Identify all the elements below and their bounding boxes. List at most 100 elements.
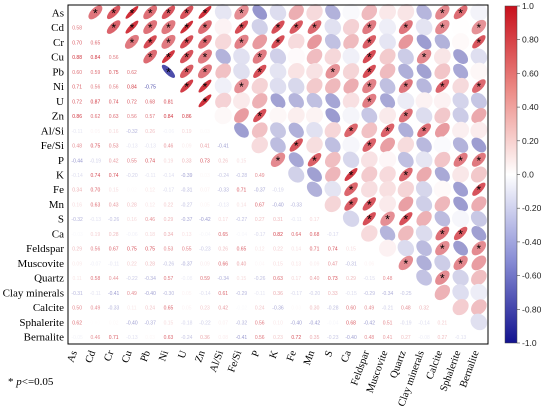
significance-star: * bbox=[458, 257, 463, 271]
correlation-value: 0.42 bbox=[109, 158, 119, 164]
column-label: U bbox=[177, 349, 190, 360]
row-label: Zn bbox=[52, 111, 65, 123]
correlation-value: -0.21 bbox=[382, 306, 394, 312]
correlation-value: 0.02 bbox=[127, 188, 137, 194]
correlation-value: 0.67 bbox=[109, 247, 119, 253]
correlation-value: 0.88 bbox=[72, 55, 82, 61]
correlation-value: -0.13 bbox=[218, 202, 230, 208]
correlation-value: 0.68 bbox=[346, 320, 356, 326]
correlation-value: -0.24 bbox=[181, 335, 193, 341]
correlation-value: 0.12 bbox=[145, 188, 155, 194]
significance-star: * bbox=[111, 21, 116, 35]
correlation-value: 0.08 bbox=[218, 335, 228, 341]
correlation-value: 0.71 bbox=[109, 335, 119, 341]
significance-star: * bbox=[184, 65, 189, 79]
colorbar-tick-label: -0.80 bbox=[522, 304, 542, 314]
correlation-value: 0.06 bbox=[364, 261, 374, 267]
correlation-value: 0.41 bbox=[200, 144, 210, 150]
significance-star: * bbox=[166, 51, 171, 65]
correlation-value: 0.49 bbox=[127, 291, 137, 297]
correlation-value: 0.84 bbox=[164, 114, 174, 120]
correlation-value: 0.49 bbox=[255, 173, 265, 179]
correlation-value: -0.22 bbox=[126, 276, 138, 282]
colorbar-tick-label: 1.0 bbox=[522, 1, 534, 11]
column-label: Fe bbox=[285, 349, 299, 363]
significance-star: * bbox=[385, 213, 390, 227]
correlation-value: -0.22 bbox=[199, 320, 211, 326]
row-labels: AsCdCrCuPbNiUZnAl/SiFe/SiPKFeMnSCaFeldsp… bbox=[3, 7, 65, 343]
correlation-value: -0.05 bbox=[71, 335, 83, 341]
correlation-value: 0.64 bbox=[291, 232, 301, 238]
correlation-value: 0.62 bbox=[127, 70, 137, 76]
correlation-value: -0.40 bbox=[345, 335, 357, 341]
correlation-value: -0.34 bbox=[218, 276, 230, 282]
significance-star: * bbox=[166, 6, 171, 20]
correlation-value: 0.62 bbox=[72, 320, 82, 326]
correlation-value: -0.11 bbox=[291, 217, 302, 223]
row-label: Muscovite bbox=[18, 258, 65, 270]
correlation-value: 0.74 bbox=[109, 99, 119, 105]
correlation-value: 0.75 bbox=[91, 144, 101, 150]
colorbar bbox=[505, 6, 517, 343]
correlation-value: 0.63 bbox=[109, 114, 119, 120]
significance-star: * bbox=[367, 95, 372, 109]
correlation-value: -0.37 bbox=[254, 188, 266, 194]
correlation-value: 0.57 bbox=[164, 276, 174, 282]
significance-star: * bbox=[312, 21, 317, 35]
correlation-value: 0.15 bbox=[109, 188, 119, 194]
correlation-value: 0.62 bbox=[91, 114, 101, 120]
row-label: Calcite bbox=[33, 302, 64, 314]
correlation-value: -0.29 bbox=[236, 291, 248, 297]
significance-star: * bbox=[403, 110, 408, 124]
correlation-value: 0.10 bbox=[273, 320, 283, 326]
significance-star: * bbox=[203, 36, 208, 50]
correlation-value: 0.48 bbox=[364, 335, 374, 341]
significance-star: * bbox=[148, 51, 153, 65]
significance-star: * bbox=[257, 110, 262, 124]
correlation-value: 0.19 bbox=[182, 129, 192, 135]
correlation-value: 0.65 bbox=[164, 306, 174, 312]
correlation-value: -0.19 bbox=[400, 320, 412, 326]
significance-star: * bbox=[239, 6, 244, 20]
row-label: Al/Si bbox=[41, 125, 64, 137]
correlation-value: -0.23 bbox=[199, 247, 211, 253]
correlation-value: 0.72 bbox=[291, 335, 301, 341]
significance-star: * bbox=[440, 227, 445, 241]
colorbar-tick-label: 0.80 bbox=[522, 35, 539, 45]
correlation-value: 0.74 bbox=[145, 158, 155, 164]
significance-star: * bbox=[349, 198, 354, 212]
correlation-value: -0.02 bbox=[236, 306, 248, 312]
correlation-value: 0.58 bbox=[72, 26, 82, 32]
correlation-value: 0.26 bbox=[218, 158, 228, 164]
row-label: Cu bbox=[51, 52, 64, 64]
correlation-value: 0.16 bbox=[109, 129, 119, 135]
correlation-value: 0.30 bbox=[310, 306, 320, 312]
significance-star: * bbox=[385, 124, 390, 138]
correlation-value: -0.14 bbox=[163, 173, 175, 179]
correlation-value: 0.73 bbox=[328, 276, 338, 282]
correlation-value: 0.29 bbox=[72, 247, 82, 253]
correlation-value: -0.13 bbox=[144, 144, 156, 150]
significance-star: * bbox=[367, 51, 372, 65]
correlation-value: -0.11 bbox=[145, 173, 156, 179]
correlation-value: 0.32 bbox=[419, 306, 429, 312]
correlation-value: -0.30 bbox=[163, 291, 175, 297]
correlation-value: -0.13 bbox=[455, 335, 467, 341]
column-label: Al/Si bbox=[208, 349, 226, 374]
correlation-value: 0.84 bbox=[91, 55, 101, 61]
correlation-value: -0.29 bbox=[364, 291, 376, 297]
correlation-ellipse bbox=[231, 120, 251, 140]
correlation-value: -0.18 bbox=[181, 320, 193, 326]
correlation-value: -0.04 bbox=[327, 320, 339, 326]
row-label: Feldspar bbox=[26, 243, 64, 255]
colorbar-tick-label: 0.20 bbox=[522, 136, 539, 146]
correlation-value: 0.53 bbox=[109, 144, 119, 150]
significance-star: * bbox=[184, 6, 189, 20]
column-label: P bbox=[250, 349, 262, 358]
colorbar-tick-label: 0.60 bbox=[522, 68, 539, 78]
correlation-value: 0.48 bbox=[401, 306, 411, 312]
correlation-value: 0.34 bbox=[72, 188, 82, 194]
row-label: Cd bbox=[51, 22, 64, 34]
correlation-value: 0.15 bbox=[237, 158, 247, 164]
significance-star: * bbox=[166, 21, 171, 35]
